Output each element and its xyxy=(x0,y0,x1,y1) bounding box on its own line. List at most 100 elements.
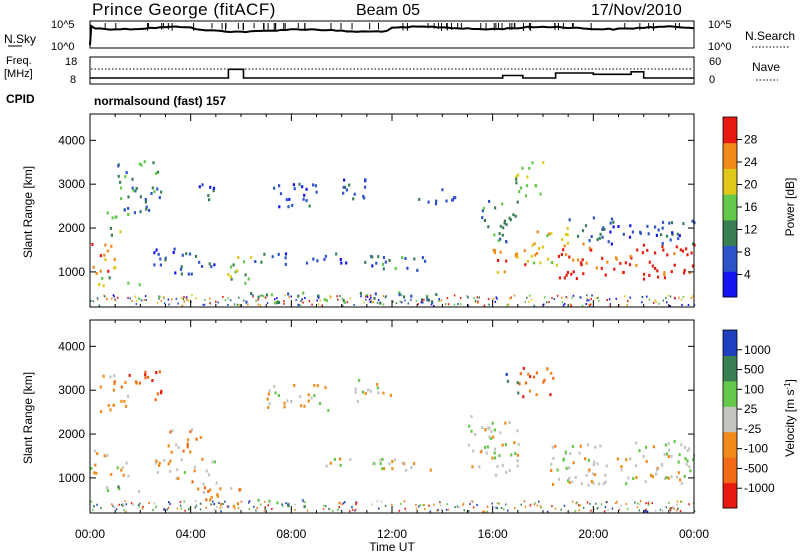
heatmap-cell xyxy=(578,504,580,507)
heatmap-cell xyxy=(120,503,123,506)
heatmap-cell xyxy=(498,232,501,236)
nsky-line xyxy=(89,24,695,46)
heatmap-cell xyxy=(632,477,635,480)
colorbar-tick-label: 25 xyxy=(744,402,758,416)
heatmap-cell xyxy=(155,248,158,252)
heatmap-cell xyxy=(582,506,585,509)
heatmap-cell xyxy=(130,502,133,505)
heatmap-cell xyxy=(529,504,532,507)
heatmap-cell xyxy=(572,294,575,297)
heatmap-cell xyxy=(212,500,214,503)
heatmap-cell xyxy=(467,443,470,447)
freq-label-2: [MHz] xyxy=(4,68,33,80)
heatmap-cell xyxy=(298,182,301,186)
heatmap-cell xyxy=(668,221,671,225)
heatmap-cell xyxy=(90,299,92,302)
heatmap-cell xyxy=(236,303,239,306)
colorbar-tick-label: 20 xyxy=(744,178,758,192)
heatmap-cell xyxy=(217,301,219,304)
heatmap-cell xyxy=(493,233,496,237)
heatmap-cell xyxy=(115,215,118,219)
power-cells xyxy=(90,160,696,307)
heatmap-cell xyxy=(96,297,99,300)
heatmap-cell xyxy=(134,189,137,193)
heatmap-cell xyxy=(384,260,387,264)
heatmap-cell xyxy=(410,466,413,470)
heatmap-cell xyxy=(186,445,189,449)
heatmap-cell xyxy=(661,509,664,512)
heatmap-cell xyxy=(305,187,308,191)
heatmap-cell xyxy=(486,445,489,449)
heatmap-cell xyxy=(283,302,285,305)
heatmap-cell xyxy=(647,502,650,505)
heatmap-cell xyxy=(337,298,339,301)
heatmap-cell xyxy=(416,268,419,272)
heatmap-cell xyxy=(568,218,571,222)
heatmap-cell xyxy=(177,446,180,449)
heatmap-cell xyxy=(611,507,614,510)
heatmap-cell xyxy=(530,503,532,506)
heatmap-cell xyxy=(594,445,597,449)
heatmap-cell xyxy=(209,302,212,305)
colorbar-swatch xyxy=(723,142,737,169)
heatmap-cell xyxy=(202,482,205,486)
heatmap-cell xyxy=(329,295,331,298)
heatmap-cell xyxy=(463,509,465,512)
heatmap-cell xyxy=(528,300,530,303)
heatmap-cell xyxy=(274,391,277,395)
heatmap-cell xyxy=(590,509,592,512)
heatmap-cell xyxy=(128,373,131,377)
velocity-colorbar-frame xyxy=(722,329,738,509)
heatmap-cell xyxy=(471,500,474,503)
velocity-colorbar-label: Velocity [m s-1] xyxy=(783,379,798,457)
heatmap-cell xyxy=(496,464,499,468)
heatmap-cell xyxy=(381,262,385,266)
heatmap-cell xyxy=(664,443,667,447)
heatmap-cell xyxy=(492,248,495,252)
heatmap-cell xyxy=(104,258,107,262)
heatmap-cell xyxy=(216,493,219,497)
heatmap-cell xyxy=(552,456,555,460)
heatmap-cell xyxy=(680,500,683,503)
heatmap-cell xyxy=(389,393,392,397)
heatmap-cell xyxy=(663,271,666,275)
colorbar-swatch xyxy=(723,219,737,247)
heatmap-cell xyxy=(679,248,682,252)
heatmap-cell xyxy=(665,234,669,238)
heatmap-cell xyxy=(565,466,568,470)
heatmap-cell xyxy=(661,463,664,466)
heatmap-cell xyxy=(310,396,313,400)
heatmap-cell xyxy=(358,378,361,382)
heatmap-cell xyxy=(513,441,516,445)
heatmap-cell xyxy=(294,503,296,506)
heatmap-cell xyxy=(106,249,109,253)
heatmap-cell xyxy=(127,207,130,210)
heatmap-cell xyxy=(163,302,166,305)
heatmap-cell xyxy=(399,300,401,303)
heatmap-cell xyxy=(115,508,118,511)
heatmap-cell xyxy=(303,404,306,408)
heatmap-cell xyxy=(263,295,265,298)
heatmap-cell xyxy=(557,477,561,481)
heatmap-cell xyxy=(352,197,355,201)
heatmap-cell xyxy=(604,273,607,277)
colorbar-tick-label: -100 xyxy=(744,442,768,456)
heatmap-cell xyxy=(182,449,185,453)
heatmap-cell xyxy=(546,510,549,513)
heatmap-cell xyxy=(163,508,165,511)
colorbar-swatch xyxy=(723,168,737,195)
heatmap-cell xyxy=(170,450,173,454)
heatmap-cell xyxy=(586,501,589,504)
heatmap-cell xyxy=(692,458,695,461)
heatmap-cell xyxy=(657,275,660,279)
heatmap-cell xyxy=(482,207,485,210)
heatmap-cell xyxy=(140,299,143,302)
heatmap-cell xyxy=(578,451,581,455)
heatmap-cell xyxy=(163,459,166,462)
heatmap-cell xyxy=(131,177,134,181)
heatmap-cell xyxy=(109,408,112,412)
heatmap-cell xyxy=(169,459,172,463)
heatmap-cell xyxy=(418,197,421,201)
heatmap-cell xyxy=(100,507,102,509)
